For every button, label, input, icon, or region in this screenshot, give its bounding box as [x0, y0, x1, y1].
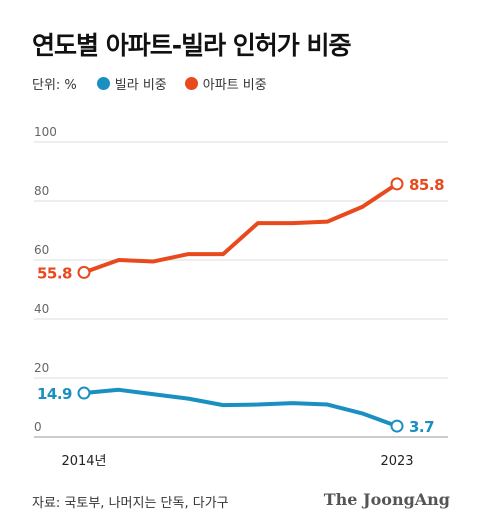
x-tick-label-2014: 2014년 [61, 454, 106, 469]
end-point-apartment-2023 [390, 177, 404, 191]
y-tick-label-20: 20 [34, 361, 49, 375]
data-label-villa-2023: 3.7 [409, 418, 434, 436]
end-point-villa-2023 [390, 419, 404, 433]
data-label-apartment-2023: 85.8 [409, 176, 444, 194]
y-tick-label-60: 60 [34, 243, 49, 257]
end-point-apartment-2014 [77, 265, 91, 279]
legend-swatch-apartment [184, 77, 198, 90]
data-label-villa-2014: 14.9 [37, 385, 72, 403]
line-chart: 0 20 40 60 80 100 2014년 2023 14.9 3.7 55.8 85.8 [34, 125, 448, 469]
legend-item-apartment: 아파트 비중 [184, 74, 267, 93]
y-tick-label-40: 40 [34, 302, 49, 316]
legend-swatch-villa [96, 77, 110, 90]
legend-item-villa: 빌라 비중 [96, 74, 167, 93]
series-line-apartment [82, 181, 399, 275]
unit-label: 단위: % [32, 78, 77, 93]
brand-logo: The JoongAng [323, 490, 450, 509]
data-label-apartment-2014: 55.8 [37, 264, 72, 282]
chart-title: 연도별 아파트-빌라 인허가 비중 [32, 31, 351, 60]
end-point-villa-2014 [77, 386, 91, 400]
y-tick-label-80: 80 [34, 184, 49, 198]
legend-label-villa: 빌라 비중 [114, 78, 167, 93]
legend-label-apartment: 아파트 비중 [202, 78, 267, 93]
series-line-villa [82, 387, 399, 429]
x-tick-label-2023: 2023 [380, 454, 413, 469]
y-tick-label-100: 100 [34, 125, 57, 139]
source-note: 자료: 국토부, 나머지는 단독, 다가구 [32, 496, 229, 511]
y-tick-label-0: 0 [34, 420, 42, 434]
legend: 단위: % 빌라 비중 아파트 비중 [32, 74, 285, 93]
